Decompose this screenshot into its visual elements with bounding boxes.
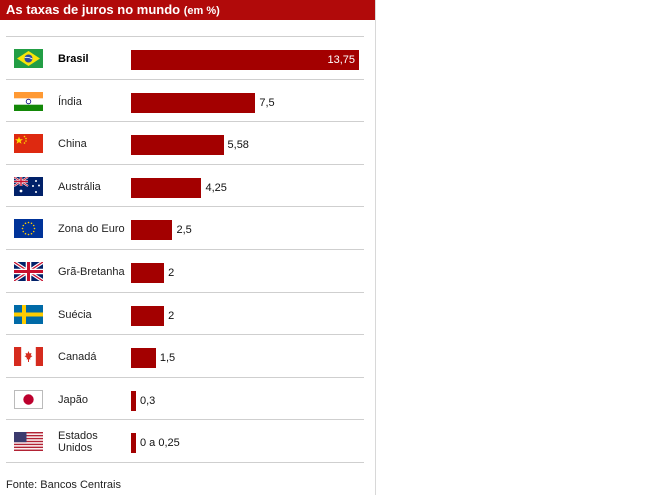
value-label: 2 (168, 309, 175, 322)
bar (131, 390, 136, 411)
value-label: 0,3 (140, 394, 156, 407)
category-label: China (58, 138, 87, 151)
category-label: Grã-Bretanha (58, 266, 125, 278)
china-flag (14, 134, 43, 154)
chart-row: Japão 0,3 (0, 376, 375, 419)
bar (131, 50, 359, 70)
usa-flag (14, 432, 43, 452)
value-label: 4,25 (205, 181, 227, 194)
chart-row: Brasil 13,75 (0, 36, 375, 78)
row-divider (6, 249, 364, 250)
bar (131, 263, 165, 283)
source-note: Fonte: Bancos Centrais (6, 479, 121, 491)
category-label: Canadá (58, 351, 97, 364)
uk-flag (14, 262, 43, 281)
chart-header: As taxas de juros no mundo (em %) (0, 0, 375, 20)
row-divider (6, 36, 364, 37)
row-divider (6, 419, 364, 421)
chart-row: Suécia 2 (0, 291, 375, 334)
chart-row: Grã-Bretanha 2 (0, 249, 375, 291)
value-label: 5,58 (227, 139, 249, 152)
value-label: 1,5 (159, 352, 176, 365)
category-label: Índia (58, 95, 82, 108)
row-divider (6, 163, 364, 165)
chart-row: China 5,58 (0, 121, 375, 163)
category-label: Brasil (58, 53, 89, 65)
japan-flag (14, 389, 43, 409)
category-label: Austrália (58, 180, 101, 193)
eu-flag (14, 219, 43, 239)
row-divider (6, 376, 364, 378)
bar (131, 220, 173, 241)
chart-unit: (em %) (183, 5, 220, 17)
row-divider (6, 78, 364, 80)
bar (131, 348, 156, 369)
category-label: Zona do Euro (58, 223, 125, 236)
row-divider (6, 121, 364, 123)
chart-row: Estados Unidos 0 a 0,25 (0, 419, 375, 461)
chart-title: As taxas de juros no mundo (em %) (6, 2, 220, 17)
chart-row: Austrália 4,25 (0, 163, 375, 206)
row-divider (6, 206, 364, 208)
chart-row: Índia 7,5 (0, 78, 375, 121)
value-label: 13,75 (327, 54, 355, 66)
india-flag (14, 91, 43, 111)
bar (131, 135, 224, 156)
bar (131, 92, 256, 113)
value-label: 7,5 (259, 96, 275, 109)
value-label: 2 (168, 267, 175, 279)
bar (131, 305, 165, 326)
category-label: Suécia (58, 308, 92, 321)
chart-panel: As taxas de juros no mundo (em %) Brasil… (0, 0, 376, 495)
category-label: Japão (58, 393, 88, 406)
bar-chart: Brasil 13,75 Índia 7,5 China 5,58 Austrália 4,2… (0, 36, 375, 474)
australia-flag (14, 176, 43, 196)
row-divider (6, 291, 364, 293)
value-label: 2,5 (176, 224, 192, 237)
brazil-flag (14, 49, 43, 68)
bar (131, 177, 202, 198)
category-label: Estados Unidos (58, 430, 98, 455)
chart-row: Zona do Euro 2,5 (0, 206, 375, 248)
canada-flag (14, 347, 43, 367)
chart-row: Canadá 1,5 (0, 334, 375, 376)
value-label: 0 a 0,25 (140, 437, 180, 450)
row-divider (6, 462, 364, 463)
sweden-flag (14, 304, 43, 324)
row-divider (6, 334, 364, 336)
bar (131, 433, 136, 454)
